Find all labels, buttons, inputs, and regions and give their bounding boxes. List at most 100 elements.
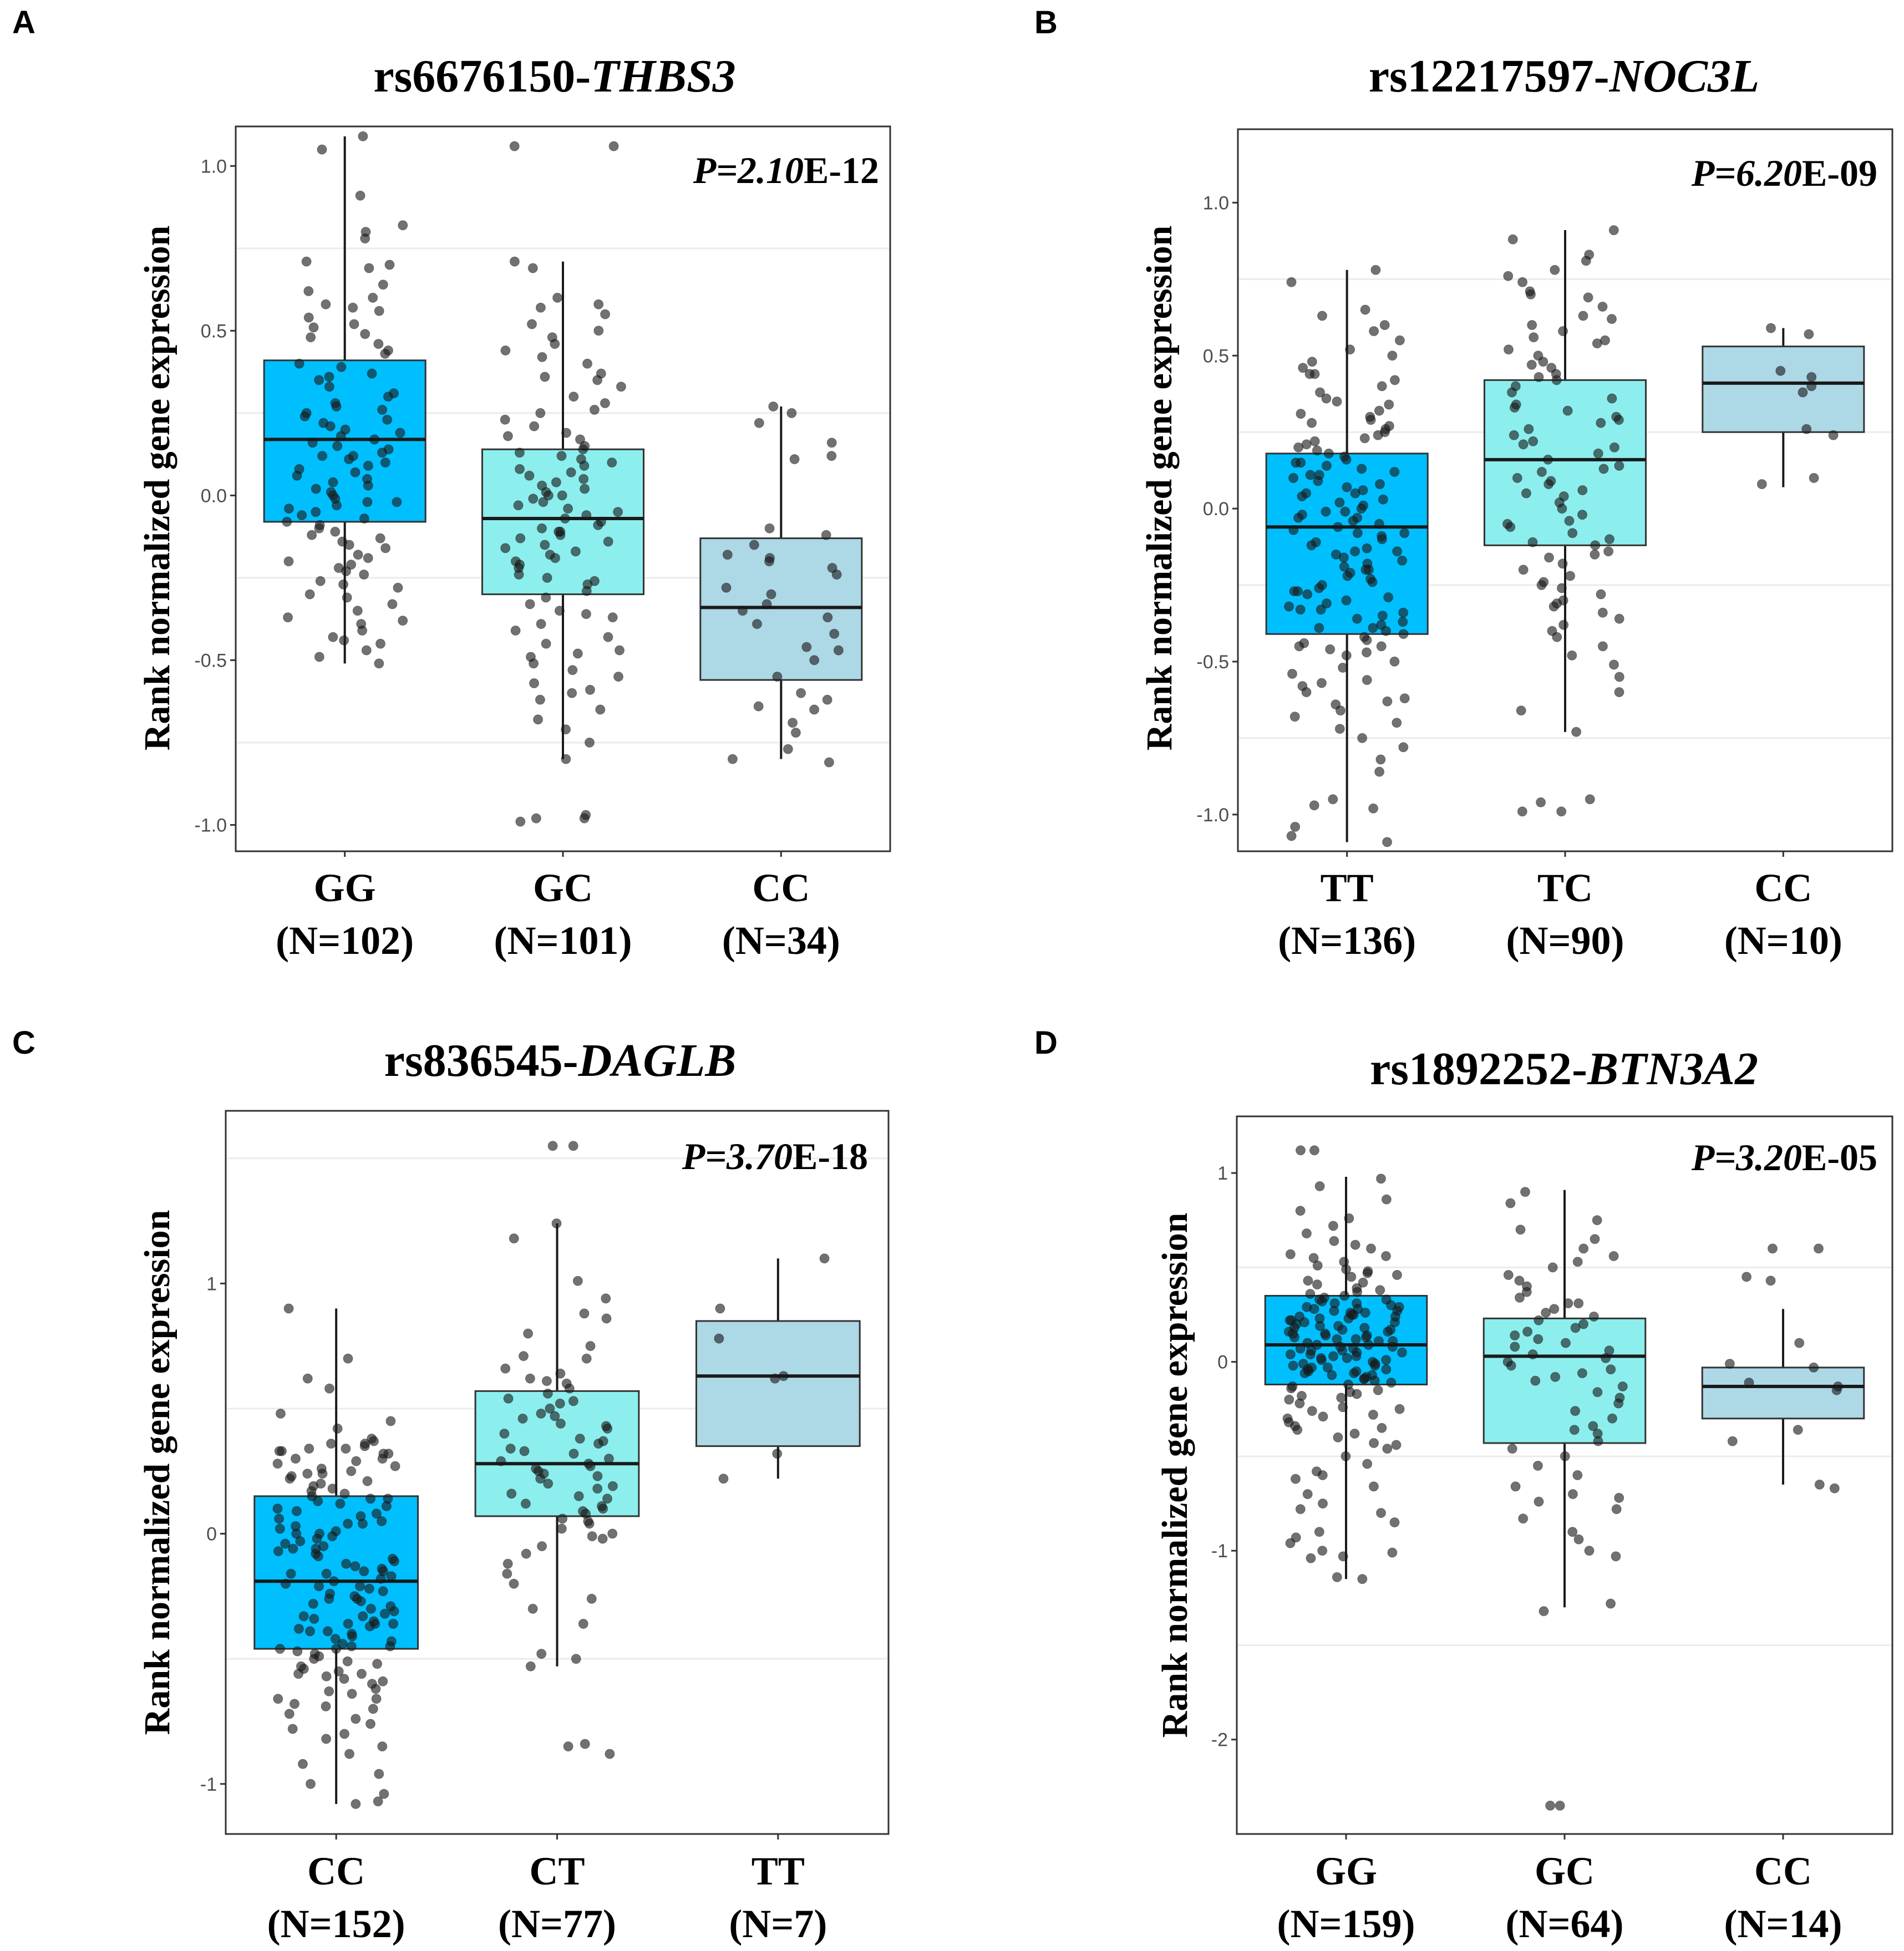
data-point	[1312, 1279, 1322, 1290]
data-point	[543, 490, 554, 501]
data-point	[510, 626, 521, 636]
data-point	[1341, 595, 1352, 606]
data-point	[509, 141, 520, 151]
data-point	[318, 1541, 329, 1552]
data-point	[379, 1608, 390, 1619]
data-point	[592, 1471, 603, 1481]
data-point	[1369, 1438, 1379, 1449]
data-point	[398, 220, 408, 231]
box-gc	[1482, 1317, 1647, 1444]
chart-title: rs1892252-BTN3A2	[1370, 1043, 1758, 1095]
x-category-label: TT	[1321, 866, 1374, 910]
data-point	[368, 1704, 378, 1714]
data-point	[593, 520, 603, 530]
data-point	[1284, 1394, 1294, 1405]
data-point	[1544, 552, 1554, 563]
data-point	[579, 813, 590, 824]
panel-letter: B	[1034, 4, 1058, 40]
data-point	[1570, 1323, 1581, 1333]
data-point	[1312, 1261, 1323, 1271]
data-point	[1392, 546, 1403, 557]
data-point	[581, 609, 591, 619]
data-point	[527, 319, 537, 329]
data-point	[1314, 583, 1324, 593]
data-point	[509, 1233, 519, 1244]
y-tick-label: 0.0	[201, 485, 227, 506]
data-point	[1588, 1421, 1598, 1431]
data-point	[1398, 629, 1409, 639]
data-point	[309, 1614, 319, 1624]
data-point	[1362, 635, 1372, 646]
data-point	[607, 612, 618, 623]
data-point	[384, 260, 395, 270]
data-point	[1317, 1296, 1327, 1307]
data-point	[554, 606, 565, 616]
data-point	[1340, 506, 1350, 517]
data-point	[533, 714, 544, 725]
data-point	[1601, 1353, 1611, 1363]
data-point	[1295, 1343, 1306, 1354]
data-point	[1304, 369, 1315, 379]
data-point	[360, 1439, 370, 1449]
data-point	[496, 1456, 506, 1466]
data-point	[1305, 1289, 1316, 1299]
data-point	[1394, 1404, 1405, 1414]
data-point	[1377, 381, 1387, 392]
data-point	[1375, 754, 1386, 765]
data-point	[789, 454, 800, 464]
data-point	[1536, 797, 1546, 807]
data-point	[515, 816, 526, 827]
data-point	[506, 1488, 517, 1499]
data-point	[1309, 1304, 1319, 1314]
data-point	[299, 411, 310, 421]
data-point	[1597, 302, 1608, 312]
data-point	[306, 332, 316, 343]
data-point	[371, 1508, 382, 1519]
data-point	[1545, 1800, 1556, 1811]
data-point	[306, 1486, 317, 1496]
data-point	[1614, 613, 1624, 624]
y-tick-label: 1	[1217, 1163, 1228, 1184]
data-point	[1339, 1290, 1350, 1301]
data-point	[603, 536, 613, 547]
data-point	[1357, 1574, 1368, 1584]
data-point	[557, 490, 567, 501]
p-value-annotation: P=2.10E-12	[693, 149, 879, 191]
data-point	[325, 421, 336, 431]
data-point	[515, 533, 526, 543]
data-point	[1611, 1504, 1622, 1515]
data-point	[353, 550, 363, 560]
data-point	[1368, 1481, 1379, 1492]
data-point	[1552, 598, 1562, 609]
data-point	[370, 1684, 381, 1694]
data-point	[1573, 1298, 1584, 1309]
data-point	[1806, 372, 1817, 382]
data-point	[1360, 565, 1371, 575]
data-point	[597, 1501, 607, 1511]
data-point	[350, 1561, 361, 1572]
data-point	[363, 480, 373, 491]
data-point	[783, 744, 793, 754]
data-point	[398, 616, 408, 626]
data-point	[1534, 1496, 1544, 1507]
data-point	[1314, 623, 1324, 633]
data-point	[1522, 1327, 1533, 1337]
data-point	[1809, 1362, 1819, 1373]
data-point	[347, 1689, 357, 1699]
data-point	[561, 724, 571, 735]
data-point	[1349, 1429, 1360, 1439]
y-tick-label: 0.5	[1203, 346, 1229, 367]
data-point	[1768, 1243, 1778, 1254]
data-point	[1287, 669, 1297, 679]
data-point	[1775, 365, 1786, 376]
data-point	[1374, 405, 1384, 416]
data-point	[1333, 1432, 1343, 1442]
data-point	[585, 738, 595, 748]
data-point	[1321, 1330, 1331, 1340]
data-point	[513, 500, 524, 511]
data-point	[1350, 546, 1360, 557]
data-point	[589, 404, 600, 415]
data-point	[1611, 1551, 1621, 1562]
data-point	[1605, 534, 1614, 545]
data-point	[297, 510, 307, 520]
